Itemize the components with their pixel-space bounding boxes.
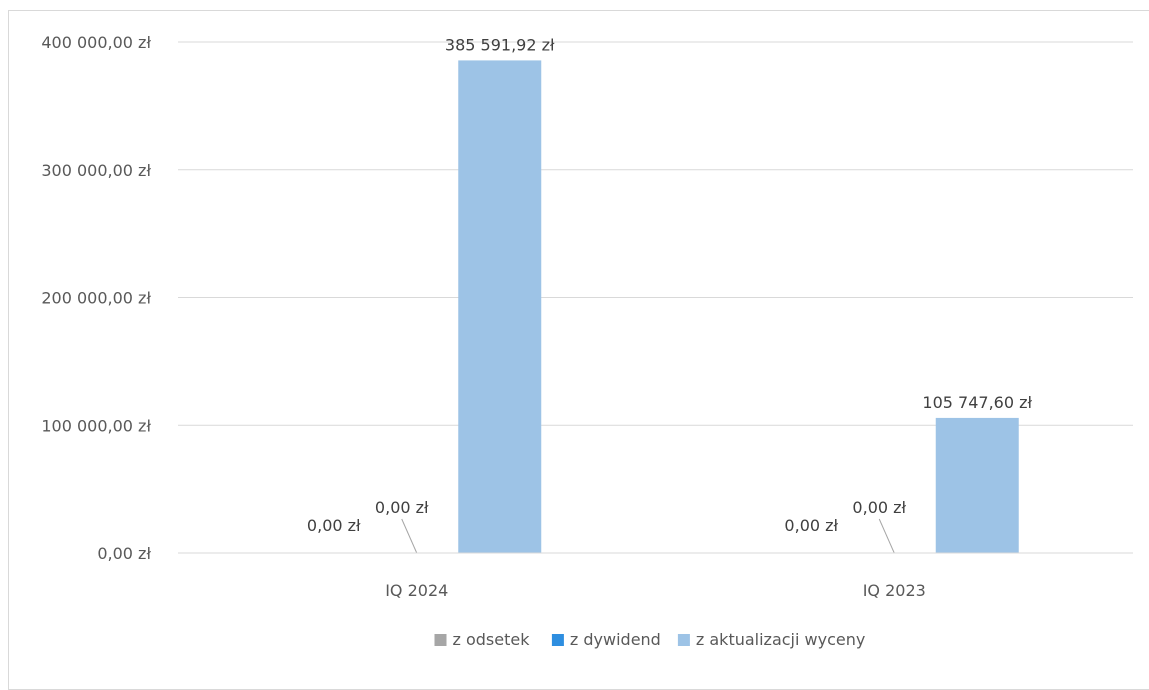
bars (458, 60, 1019, 554)
legend-item: z aktualizacji wyceny (677, 630, 865, 649)
legend-label: z aktualizacji wyceny (696, 630, 865, 649)
legend-swatch (677, 634, 690, 646)
leader-line (878, 518, 895, 554)
bar (458, 60, 542, 554)
y-tick-label: 200 000,00 zł (41, 289, 151, 308)
y-tick-label: 300 000,00 zł (41, 161, 151, 180)
bar (935, 417, 1019, 553)
x-tick-label: IQ 2023 (863, 581, 926, 600)
y-tick-label: 0,00 zł (97, 544, 151, 563)
legend-label: z dywidend (570, 630, 661, 649)
data-label: 0,00 zł (307, 516, 361, 535)
data-labels: 0,00 zł 0,00 zł 385 591,92 zł 0,00 zł 0,00 z… (307, 35, 1033, 535)
legend: z odsetek z dywidend z aktualizacji wyceny (434, 630, 865, 649)
data-label: 0,00 zł (852, 498, 906, 517)
y-tick-label: 400 000,00 zł (41, 33, 151, 52)
x-axis: IQ 2024 IQ 2023 (178, 552, 1133, 600)
y-tick-label: 100 000,00 zł (41, 416, 151, 435)
data-label: 105 747,60 zł (922, 393, 1032, 412)
leader-line (401, 518, 418, 554)
data-label: 0,00 zł (375, 498, 429, 517)
legend-swatch (434, 634, 447, 646)
y-axis: 0,00 zł 100 000,00 zł 200 000,00 zł 300 000… (41, 33, 151, 563)
legend-label: z odsetek (453, 630, 531, 649)
x-tick-label: IQ 2024 (385, 581, 448, 600)
leader-lines (401, 518, 895, 554)
data-label: 0,00 zł (784, 516, 838, 535)
data-label: 385 591,92 zł (445, 35, 555, 54)
legend-swatch (551, 634, 564, 646)
legend-item: z odsetek (434, 630, 531, 649)
legend-item: z dywidend (551, 630, 661, 649)
